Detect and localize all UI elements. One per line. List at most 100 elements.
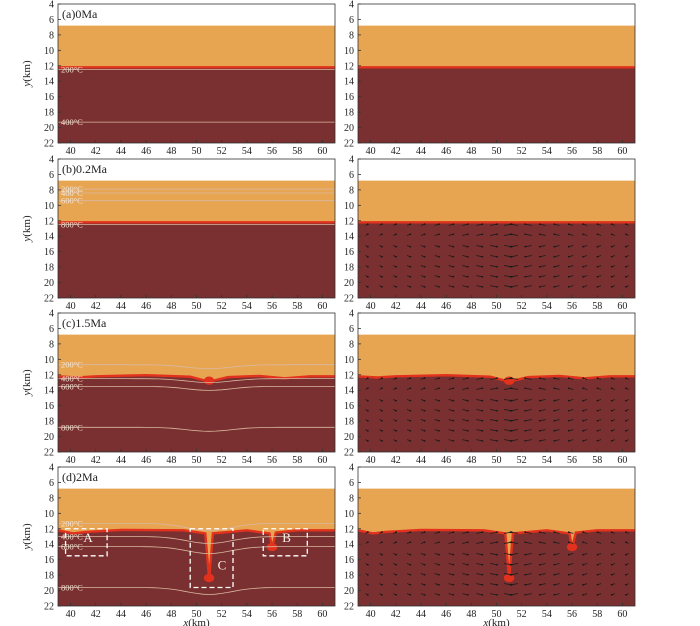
x-tick-label: 50	[192, 455, 202, 466]
velocity-arrowhead	[366, 265, 369, 268]
velocity-arrowhead	[423, 541, 426, 544]
panel-plot-area	[358, 4, 635, 143]
air-layer	[358, 4, 635, 26]
velocity-arrowhead	[553, 553, 556, 556]
velocity-arrowhead	[496, 223, 498, 226]
x-tick-label: 40	[66, 301, 76, 312]
velocity-arrowhead	[596, 553, 599, 556]
velocity-arrowhead	[438, 377, 440, 380]
velocity-vector	[476, 245, 483, 248]
velocity-vector	[476, 573, 483, 576]
velocity-vector	[525, 377, 532, 380]
velocity-arrowhead	[423, 285, 426, 288]
velocity-arrowhead	[582, 255, 585, 258]
velocity-arrowhead	[553, 583, 556, 586]
velocity-arrowhead	[452, 419, 455, 422]
velocity-vector	[462, 439, 468, 442]
highlight-box-label: B	[282, 530, 291, 545]
velocity-arrowhead	[395, 583, 398, 586]
velocity-arrowhead	[395, 387, 398, 390]
panel-plot-area	[358, 313, 635, 452]
y-tick-label: 22	[344, 139, 354, 150]
velocity-vector	[525, 419, 532, 422]
velocity-arrowhead	[610, 255, 613, 258]
velocity-vector	[539, 377, 546, 380]
velocity-arrowhead	[610, 285, 613, 288]
velocity-arrowhead	[610, 275, 613, 278]
velocity-arrowhead	[538, 583, 541, 586]
velocity-arrowhead	[496, 285, 498, 288]
y-tick-label: 10	[44, 355, 54, 366]
velocity-vector	[490, 553, 498, 556]
velocity-arrowhead	[395, 409, 398, 412]
velocity-arrowhead	[381, 593, 383, 596]
y-tick-label: 6	[49, 478, 54, 489]
velocity-arrowhead	[452, 573, 455, 576]
velocity-arrowhead	[553, 541, 556, 544]
y-tick-label: 14	[344, 77, 354, 88]
x-tick-label: 54	[242, 301, 252, 312]
y-tick-label: 8	[349, 185, 354, 196]
velocity-arrowhead	[625, 553, 627, 556]
velocity-arrowhead	[366, 531, 369, 534]
velocity-arrowhead	[596, 409, 599, 412]
velocity-arrowhead	[466, 387, 469, 390]
velocity-arrowhead	[381, 265, 383, 268]
y-tick-label: 16	[44, 401, 54, 412]
x-tick-label: 58	[292, 455, 302, 466]
velocity-arrowhead	[610, 553, 613, 556]
velocity-arrowhead	[452, 429, 455, 432]
velocity-vector	[525, 531, 532, 534]
velocity-arrowhead	[538, 377, 541, 380]
panel-plot-area	[58, 4, 335, 143]
velocity-arrowhead	[452, 399, 455, 402]
y-tick-label: 18	[344, 571, 354, 582]
velocity-arrowhead	[366, 255, 369, 258]
velocity-arrowhead	[567, 439, 570, 442]
velocity-arrowhead	[524, 409, 527, 412]
velocity-arrowhead	[438, 387, 440, 390]
velocity-arrowhead	[452, 255, 455, 258]
x-tick-label: 40	[66, 609, 76, 620]
velocity-arrowhead	[466, 573, 469, 576]
isotherm-label: 400°C	[61, 532, 83, 542]
velocity-vector	[490, 245, 498, 248]
y-tick-label: 8	[349, 339, 354, 350]
x-tick-label: 44	[416, 455, 426, 466]
x-tick-label: 54	[242, 455, 252, 466]
velocity-arrowhead	[596, 285, 599, 288]
velocity-vector	[510, 377, 518, 380]
velocity-arrowhead	[567, 285, 570, 288]
velocity-arrowhead	[625, 387, 627, 390]
velocity-vector	[476, 223, 483, 226]
air-layer	[58, 4, 335, 26]
x-tick-label: 44	[116, 146, 126, 157]
velocity-arrowhead	[538, 573, 541, 576]
isotherm-label: 200°C	[61, 518, 83, 528]
velocity-arrowhead	[481, 563, 484, 566]
velocity-arrowhead	[567, 593, 570, 596]
velocity-arrowhead	[509, 285, 512, 288]
velocity-arrowhead	[366, 573, 369, 576]
y-axis-unit: (km)	[21, 60, 33, 82]
velocity-vector	[476, 541, 483, 544]
velocity-arrowhead	[596, 439, 599, 442]
velocity-arrowhead	[438, 563, 440, 566]
velocity-arrowhead	[509, 399, 512, 402]
velocity-arrowhead	[452, 387, 455, 390]
velocity-arrowhead	[538, 265, 541, 268]
velocity-arrowhead	[610, 573, 613, 576]
y-tick-label: 16	[344, 92, 354, 103]
velocity-arrowhead	[553, 399, 556, 402]
x-tick-label: 50	[492, 146, 502, 157]
x-tick-label: 44	[416, 301, 426, 312]
velocity-arrowhead	[366, 285, 369, 288]
velocity-arrowhead	[409, 245, 412, 248]
velocity-arrowhead	[423, 409, 426, 412]
velocity-arrowhead	[381, 399, 383, 402]
velocity-arrowhead	[538, 429, 541, 432]
y-tick-label: 12	[344, 61, 354, 72]
y-axis-unit: (km)	[21, 523, 33, 545]
x-tick-label: 40	[66, 455, 76, 466]
velocity-vector	[539, 255, 546, 258]
